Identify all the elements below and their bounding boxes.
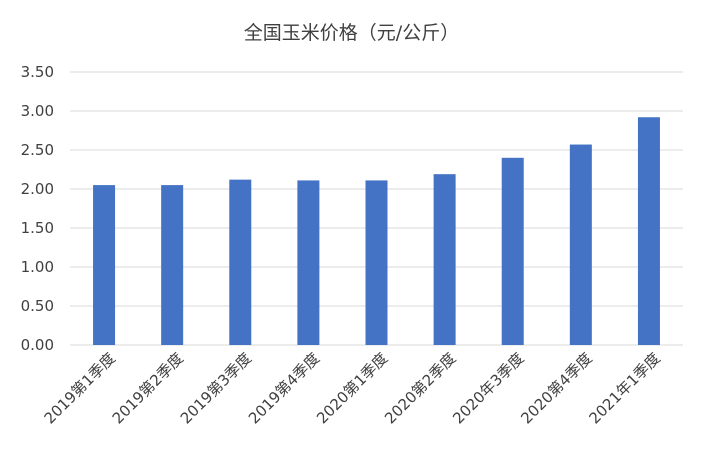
x-category-label: 2020第2季度 bbox=[381, 349, 459, 427]
y-tick-label: 3.00 bbox=[21, 102, 54, 120]
y-tick-label: 3.50 bbox=[21, 63, 54, 81]
x-category-label: 2020第4季度 bbox=[517, 349, 595, 427]
bars bbox=[93, 117, 660, 346]
y-tick-label: 1.50 bbox=[21, 219, 54, 237]
x-category-label: 2019第4季度 bbox=[245, 349, 323, 427]
y-tick-label: 2.50 bbox=[21, 141, 54, 159]
bar bbox=[637, 117, 660, 346]
x-category-label: 2020年3季度 bbox=[449, 349, 527, 427]
x-axis-labels: 2019第1季度2019第2季度2019第3季度2019第4季度2020第1季度… bbox=[41, 349, 664, 427]
x-category-label: 2021年1季度 bbox=[585, 349, 663, 427]
y-tick-label: 0.50 bbox=[21, 297, 54, 315]
bar bbox=[93, 185, 116, 345]
y-tick-label: 2.00 bbox=[21, 180, 54, 198]
bar bbox=[501, 157, 524, 345]
bar bbox=[569, 144, 592, 345]
bar bbox=[365, 180, 388, 345]
x-category-label: 2019第2季度 bbox=[109, 349, 187, 427]
x-category-label: 2019第1季度 bbox=[41, 349, 119, 427]
bar bbox=[433, 174, 456, 345]
chart-title: 全国玉米价格（元/公斤） bbox=[243, 22, 460, 44]
y-axis-ticks: 0.00 0.50 1.00 1.50 2.00 2.50 3.00 3.50 bbox=[21, 63, 54, 354]
x-category-label: 2019第3季度 bbox=[177, 349, 255, 427]
bar bbox=[297, 180, 320, 345]
bar bbox=[161, 185, 184, 345]
bar bbox=[229, 179, 252, 345]
y-tick-label: 1.00 bbox=[21, 258, 54, 276]
x-category-label: 2020第1季度 bbox=[313, 349, 391, 427]
y-tick-label: 0.00 bbox=[21, 336, 54, 354]
